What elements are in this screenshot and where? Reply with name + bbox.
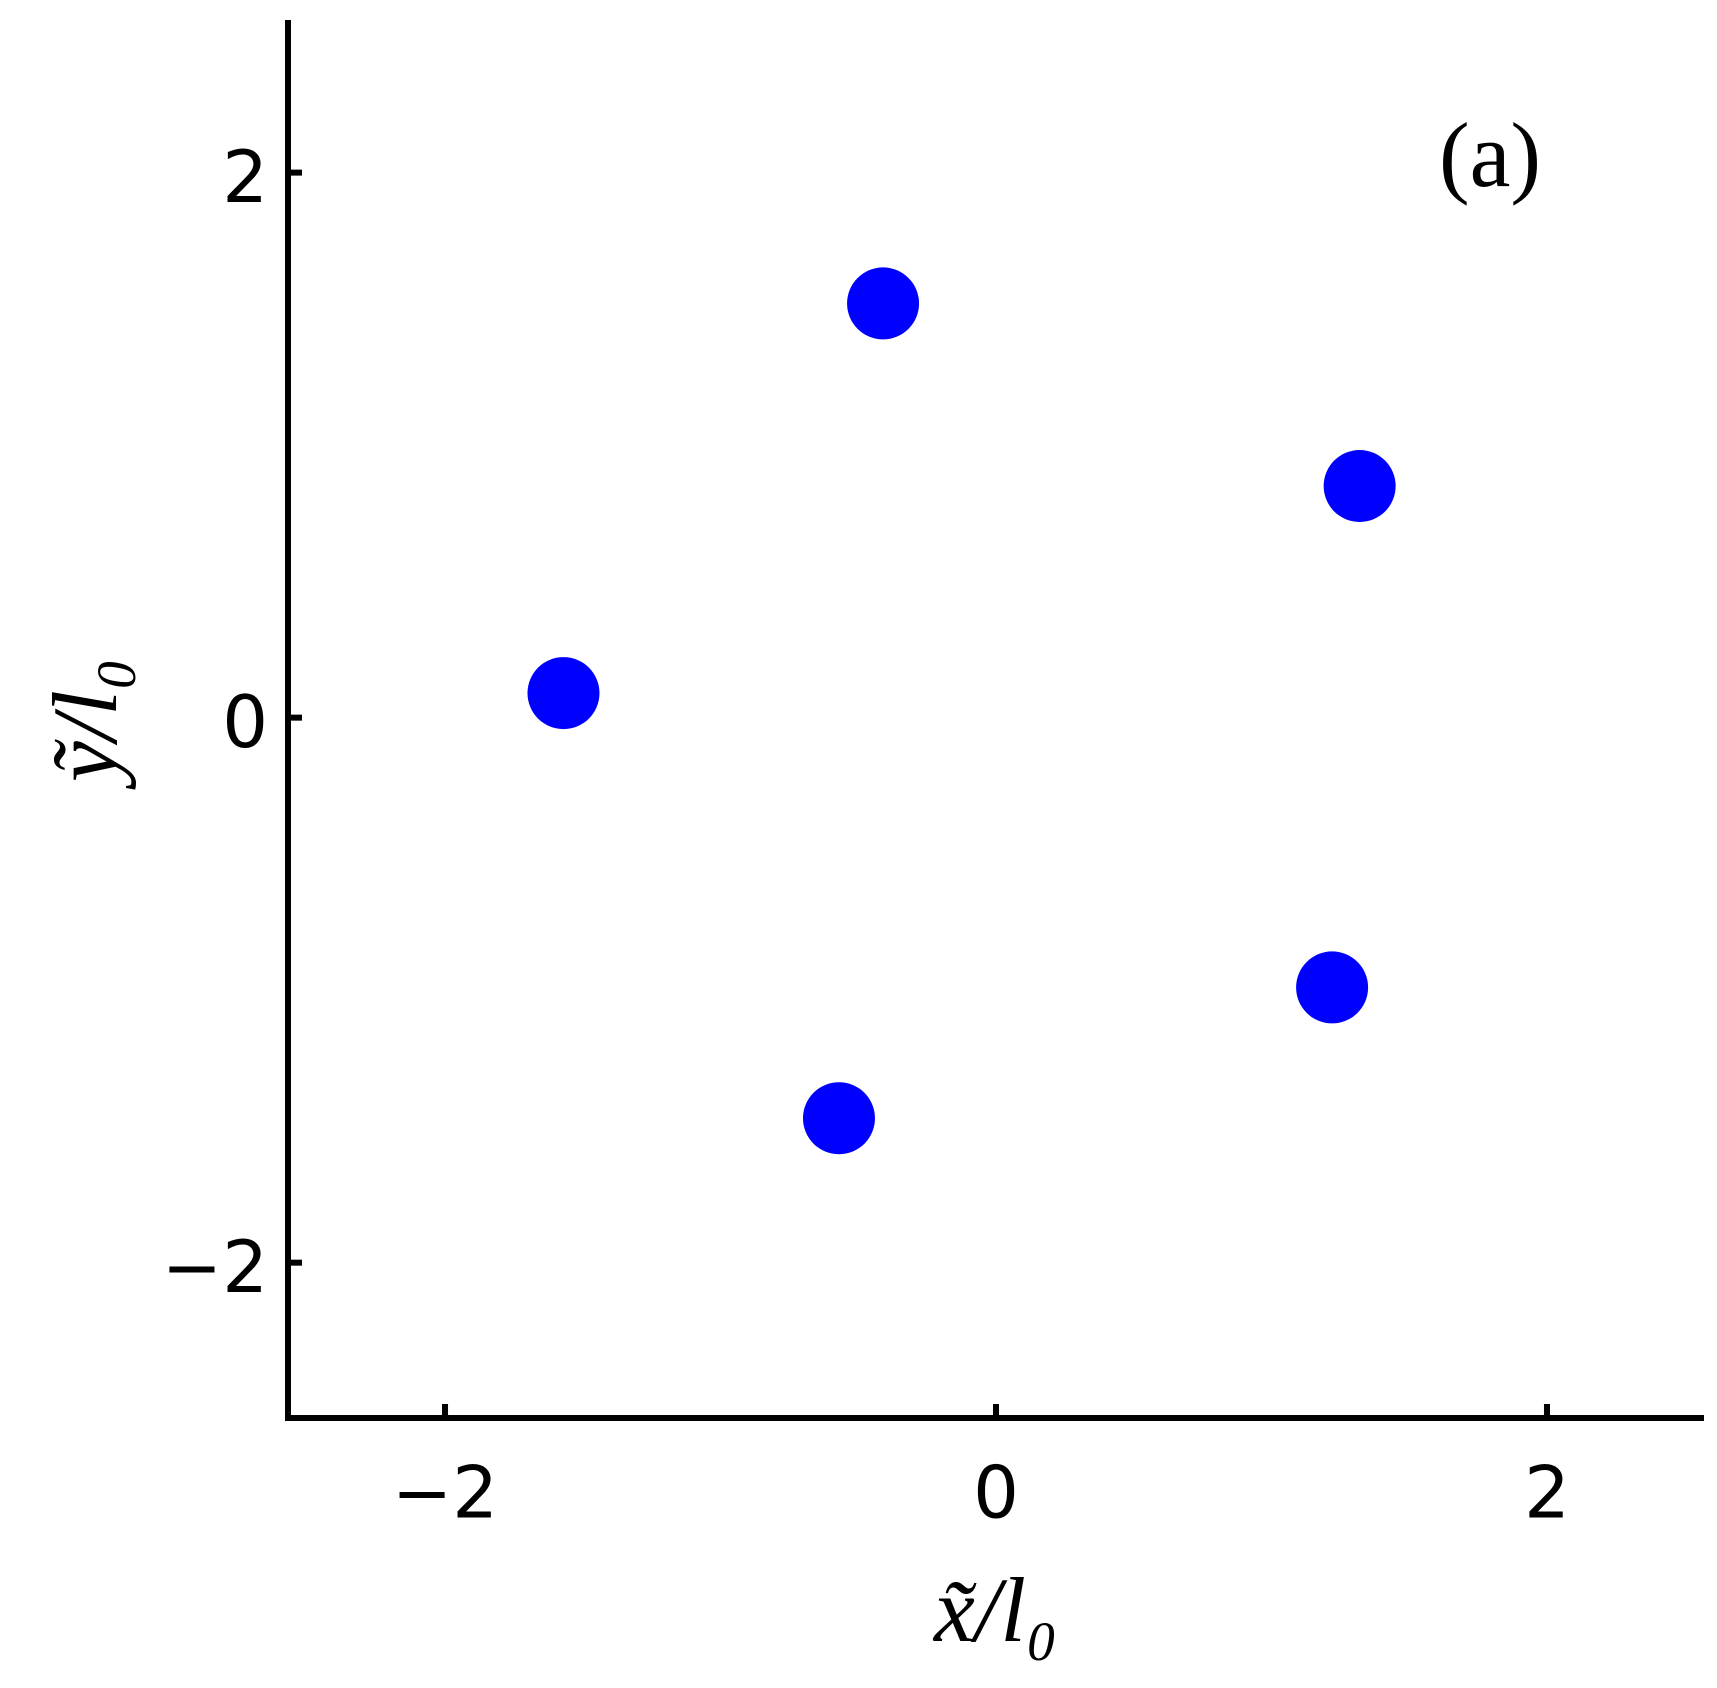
x-axis-label: x̃/l₀ — [932, 1559, 1058, 1661]
x-tick-label: 2 — [1524, 1451, 1570, 1535]
y-tick-label: 0 — [222, 680, 268, 764]
panel-label: (a) — [1439, 104, 1541, 206]
point — [1296, 951, 1369, 1024]
y-tick-label: 2 — [222, 135, 268, 219]
point — [802, 1082, 875, 1155]
y-tick-label: −2 — [162, 1225, 268, 1309]
point — [847, 267, 920, 340]
y-axis-label: ỹ/l₀ — [34, 658, 136, 790]
x-tick-label: −2 — [392, 1451, 498, 1535]
x-tick-label: 0 — [973, 1451, 1019, 1535]
point — [527, 657, 600, 730]
point — [1323, 450, 1396, 522]
